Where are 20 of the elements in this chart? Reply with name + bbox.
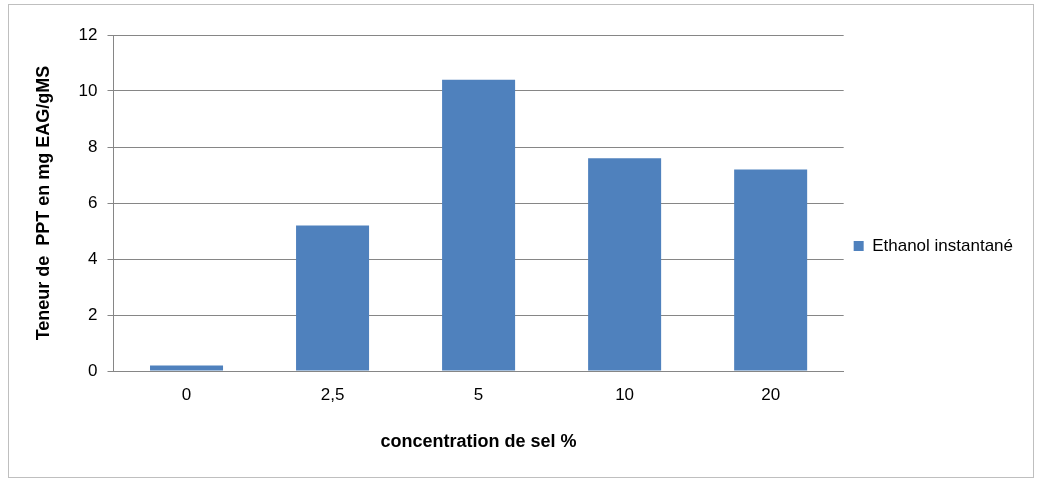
bar (296, 225, 370, 371)
x-axis-title: concentration de sel % (380, 431, 577, 452)
y-tick-label: 8 (88, 136, 98, 156)
x-tick-label: 20 (761, 384, 781, 404)
y-axis-title: Teneur de PPT en mg EAG/gMS (32, 65, 53, 341)
legend-label: Ethanol instantané (872, 235, 1014, 255)
x-tick-label: 0 (181, 384, 192, 404)
x-tick-label: 10 (615, 384, 635, 404)
bar (442, 79, 516, 371)
y-tick-label: 6 (88, 192, 98, 212)
y-tick-label: 12 (78, 24, 98, 44)
bar (588, 158, 662, 371)
y-tick-label: 2 (88, 304, 98, 324)
y-tick-label: 0 (88, 360, 98, 380)
y-tick-label: 10 (78, 80, 98, 100)
x-tick-label: 2,5 (320, 384, 345, 404)
x-tick-label: 5 (473, 384, 484, 404)
bar (150, 365, 224, 371)
y-tick-label: 4 (88, 248, 98, 268)
bar (734, 169, 808, 371)
